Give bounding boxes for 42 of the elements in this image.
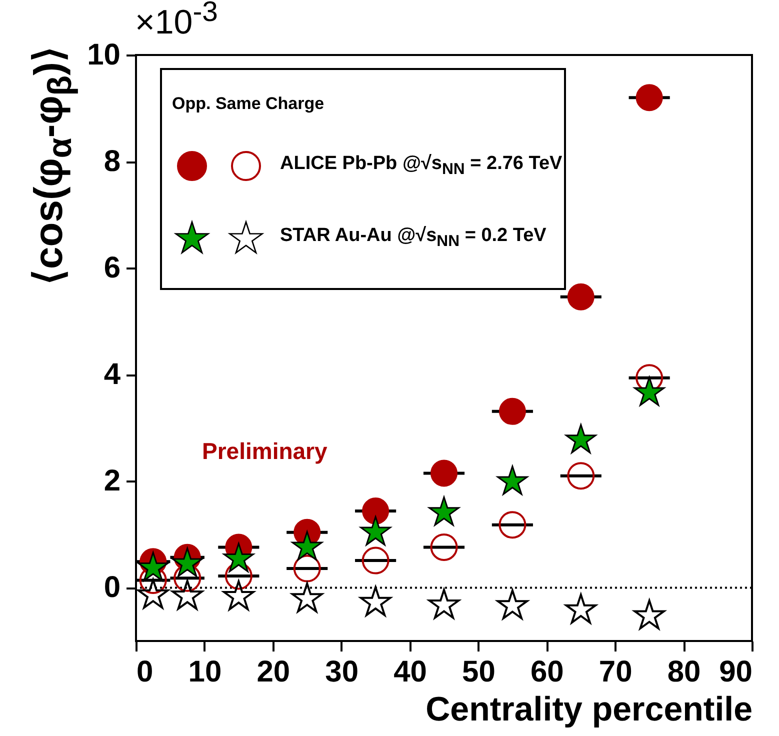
x-tick-label: 60 xyxy=(530,656,564,688)
x-tick-label: 20 xyxy=(256,656,290,688)
point xyxy=(498,511,526,539)
point xyxy=(496,589,528,620)
point xyxy=(428,588,460,619)
x-tick-label: 0 xyxy=(136,656,154,688)
point xyxy=(292,531,323,560)
point xyxy=(223,542,254,572)
point xyxy=(567,283,594,310)
point xyxy=(636,84,663,112)
y-tick-label: 0 xyxy=(104,571,120,604)
legend-title: Opp. Same Charge xyxy=(172,94,326,114)
legend-label: STAR Au-Au @√s$_{NN}$ = 0.2 TeV xyxy=(280,225,546,251)
point xyxy=(634,376,665,406)
legend-label: ALICE Pb-Pb @√s$_{NN}$ = 2.76 TeV xyxy=(280,153,562,179)
point xyxy=(565,424,596,454)
y-tick-label: 6 xyxy=(104,252,120,285)
x-tick-label: 70 xyxy=(598,656,632,688)
point xyxy=(498,398,526,425)
point xyxy=(360,516,391,546)
x-tick-label: 30 xyxy=(325,656,359,688)
x-tick-label: 80 xyxy=(667,656,701,688)
y-tick-label: 8 xyxy=(104,145,120,178)
x-axis-title: Centrality percentile xyxy=(426,690,752,728)
point xyxy=(430,534,458,561)
x-tick-label: 90 xyxy=(719,656,752,688)
point xyxy=(362,498,390,524)
y-tick-label: 10 xyxy=(87,38,120,72)
point xyxy=(497,466,528,495)
x-tick-label: 10 xyxy=(188,656,222,688)
point xyxy=(428,496,460,526)
x-tick-label: 50 xyxy=(462,656,496,688)
text: ×10$^{-3}$ xyxy=(135,0,218,42)
point xyxy=(360,586,392,616)
annotation: Preliminary xyxy=(202,438,328,465)
point xyxy=(293,554,321,582)
y-tick-label: 2 xyxy=(104,464,120,498)
point xyxy=(362,546,390,574)
y-tick-label: 4 xyxy=(104,358,121,392)
point xyxy=(567,462,595,490)
x-tick-label: 40 xyxy=(394,656,427,688)
point xyxy=(430,460,458,487)
